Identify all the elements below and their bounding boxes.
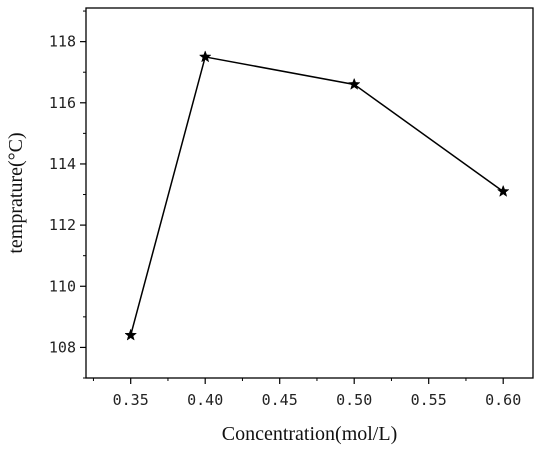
x-axis-title: Concentration(mol/L)	[222, 423, 398, 445]
x-tick-labels: 0.35 0.40 0.45 0.50 0.55 0.60	[113, 391, 522, 409]
y-tick-label: 108	[49, 338, 76, 356]
series-line-layer	[129, 56, 504, 336]
x-tick-label: 0.60	[485, 391, 521, 409]
y-tick-label: 118	[49, 33, 76, 51]
data-markers	[124, 50, 510, 341]
y-axis-title: temprature(°C)	[5, 132, 27, 253]
y-tick-label: 112	[49, 216, 76, 234]
y-tick-label: 114	[49, 155, 76, 173]
y-tick-label: 110	[49, 277, 76, 295]
x-tick-label: 0.50	[336, 391, 372, 409]
plot-frame	[85, 7, 534, 379]
data-point-star	[124, 328, 138, 341]
series-line	[129, 56, 504, 336]
data-point-star	[496, 184, 510, 197]
x-tick-label: 0.55	[411, 391, 447, 409]
data-point-star	[198, 50, 212, 63]
x-tick-label: 0.45	[262, 391, 298, 409]
data-point-star	[347, 77, 361, 90]
axis-ticks	[80, 10, 504, 384]
y-tick-labels: 108 110 112 114 116 118	[49, 33, 76, 357]
x-tick-label: 0.35	[113, 391, 149, 409]
x-tick-label: 0.40	[187, 391, 223, 409]
y-tick-label: 116	[49, 94, 76, 112]
